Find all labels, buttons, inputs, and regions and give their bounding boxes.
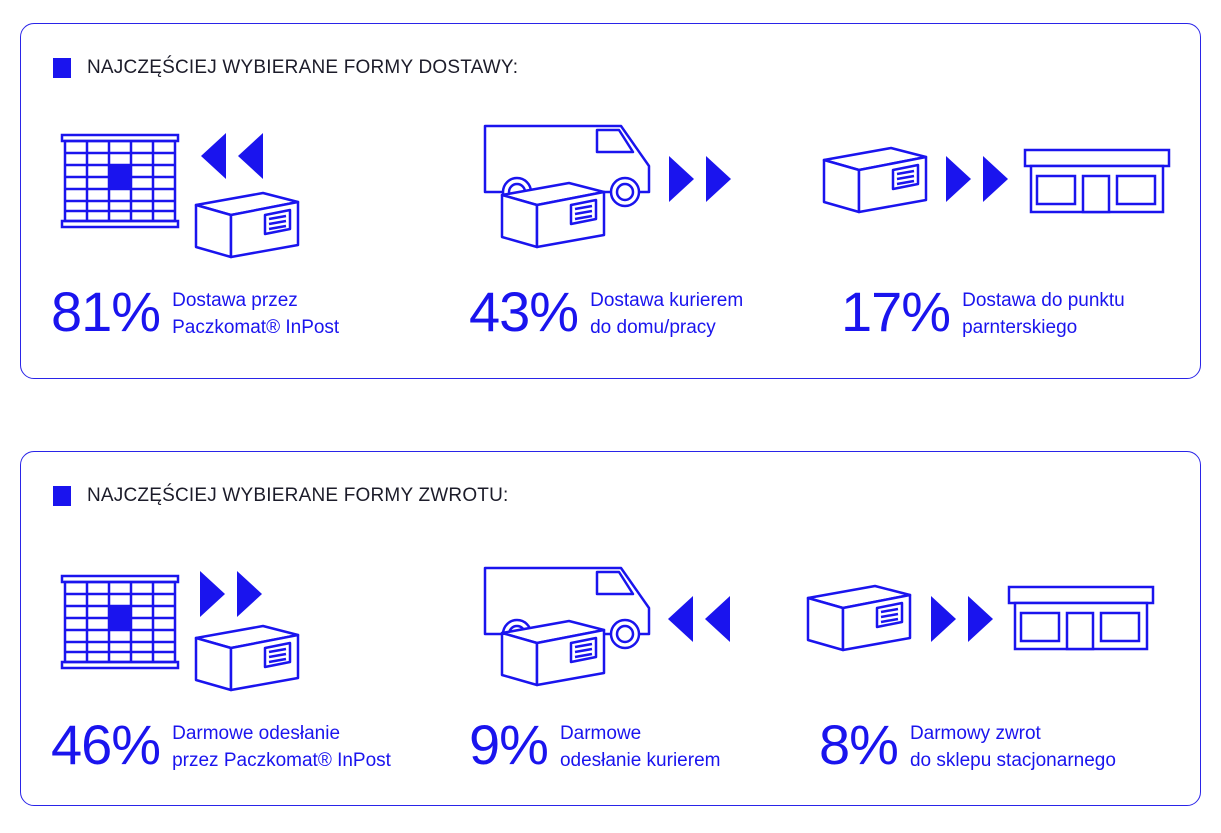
stat-description: Dostawa do punktu parnterskiego	[962, 287, 1125, 341]
percent-value: 46%	[51, 713, 161, 776]
stat-delivery-locker: 81% Dostawa przez Paczkomat® InPost	[51, 284, 339, 341]
delivery-panel: NAJCZĘŚCIEJ WYBIERANE FORMY DOSTAWY: 81%	[20, 23, 1201, 379]
delivery-title: NAJCZĘŚCIEJ WYBIERANE FORMY DOSTAWY:	[53, 57, 518, 79]
package-icon	[806, 584, 912, 652]
percent-value: 17%	[841, 280, 951, 343]
stat-description-line2: Paczkomat® InPost	[172, 317, 340, 338]
stat-return-locker: 46% Darmowe odesłanie przez Paczkomat® I…	[51, 717, 391, 774]
stat-description: Dostawa przez Paczkomat® InPost	[172, 287, 339, 341]
stat-description-line1: Dostawa przez	[172, 290, 298, 311]
stat-description: Dostawa kurierem do domu/pracy	[590, 287, 743, 341]
return-title-text: NAJCZĘŚCIEJ WYBIERANE FORMY ZWROTU:	[87, 485, 509, 506]
arrow-left-icon	[668, 596, 730, 642]
shop-icon	[1007, 585, 1155, 651]
stat-return-shop: 8% Darmowy zwrot do sklepu stacjonarnego	[819, 717, 1116, 774]
stat-return-courier: 9% Darmowe odesłanie kurierem	[469, 717, 720, 774]
stat-description-line1: Darmowy zwrot	[909, 723, 1041, 744]
stat-description-line1: Dostawa do punktu	[962, 290, 1125, 311]
stat-delivery-courier: 43% Dostawa kurierem do domu/pracy	[469, 284, 743, 341]
arrow-right-icon	[946, 156, 1008, 202]
percent-value: 43%	[469, 280, 579, 343]
stat-description-line2: przez Paczkomat® InPost	[172, 750, 391, 771]
stat-description: Darmowe odesłanie kurierem	[560, 720, 721, 774]
van-icon	[483, 124, 651, 208]
arrow-right-icon	[931, 596, 993, 642]
arrow-left-icon	[201, 133, 263, 179]
percent-value: 81%	[51, 280, 161, 343]
stat-description-line1: Darmowe odesłanie	[172, 723, 341, 744]
stat-description-line2: do sklepu stacjonarnego	[909, 750, 1116, 771]
stat-description: Darmowe odesłanie przez Paczkomat® InPos…	[172, 720, 391, 774]
package-icon	[500, 619, 606, 687]
arrow-right-icon	[669, 156, 731, 202]
package-icon	[500, 181, 606, 249]
package-icon	[194, 624, 300, 692]
title-square-icon	[53, 58, 71, 78]
shop-icon	[1023, 148, 1171, 214]
stat-description: Darmowy zwrot do sklepu stacjonarnego	[910, 720, 1116, 774]
parcel-locker-icon	[60, 133, 180, 229]
percent-value: 9%	[469, 713, 549, 776]
delivery-title-text: NAJCZĘŚCIEJ WYBIERANE FORMY DOSTAWY:	[87, 57, 519, 78]
parcel-locker-icon	[60, 574, 180, 670]
package-icon	[822, 146, 928, 214]
stat-description-line1: Dostawa kurierem	[590, 290, 744, 311]
package-icon	[194, 191, 300, 259]
stat-description-line1: Darmowe	[559, 723, 642, 744]
stat-delivery-partner: 17% Dostawa do punktu parnterskiego	[841, 284, 1125, 341]
return-title: NAJCZĘŚCIEJ WYBIERANE FORMY ZWROTU:	[53, 485, 509, 507]
title-square-icon	[53, 486, 71, 506]
stat-description-line2: do domu/pracy	[590, 317, 716, 338]
percent-value: 8%	[819, 713, 899, 776]
stat-description-line2: odesłanie kurierem	[559, 750, 721, 771]
stat-description-line2: parnterskiego	[962, 317, 1078, 338]
arrow-right-icon	[200, 571, 262, 617]
return-panel: NAJCZĘŚCIEJ WYBIERANE FORMY ZWROTU: 46%	[20, 451, 1201, 806]
